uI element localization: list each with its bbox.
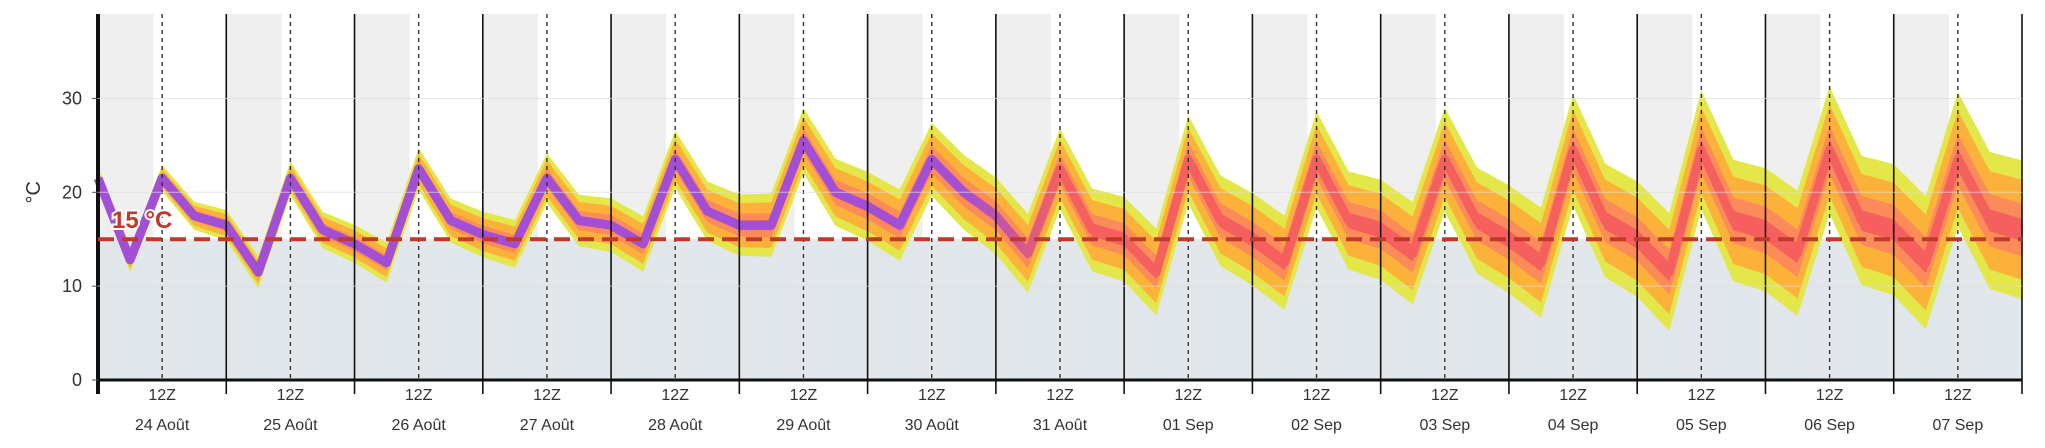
x-date-label: 01 Sep [1163,417,1214,434]
x-date-label: 26 Août [392,417,447,434]
x-hour-label: 12Z [1688,387,1716,404]
x-date-label: 28 Août [648,417,703,434]
x-hour-label: 12Z [1944,387,1972,404]
y-axis-label: °C [23,181,45,203]
x-date-label: 05 Sep [1676,417,1727,434]
x-axis: 12Z 24 Août 12Z 25 Août 12Z 26 Août 12Z 27 Août… [135,387,1983,434]
x-hour-label: 12Z [1303,387,1331,404]
y-axis: °C 0 10 20 30 [23,88,98,390]
x-hour-label: 12Z [148,387,176,404]
x-date-label: 03 Sep [1419,417,1470,434]
x-date-label: 25 Août [263,417,318,434]
threshold-layer: 15 °C [98,205,2022,242]
x-date-label: 27 Août [520,417,575,434]
y-tick-label: 10 [62,276,82,296]
y-tick-label: 30 [62,88,82,108]
x-hour-label: 12Z [790,387,818,404]
x-hour-label: 12Z [1816,387,1844,404]
x-hour-label: 12Z [1174,387,1202,404]
x-hour-label: 12Z [533,387,561,404]
x-hour-label: 12Z [1046,387,1074,404]
y-tick-label: 20 [62,182,82,202]
x-hour-label: 12Z [405,387,433,404]
day-grid [96,14,2023,394]
x-hour-label: 12Z [918,387,946,404]
x-date-label: 30 Août [905,417,960,434]
x-hour-label: 12Z [1559,387,1587,404]
threshold-label: 15 °C [112,207,172,234]
x-date-label: 07 Sep [1933,417,1984,434]
x-hour-label: 12Z [1431,387,1459,404]
x-date-label: 24 Août [135,417,190,434]
x-date-label: 06 Sep [1804,417,1855,434]
x-date-label: 31 Août [1033,417,1088,434]
x-date-label: 29 Août [776,417,831,434]
x-hour-label: 12Z [277,387,305,404]
x-date-label: 04 Sep [1548,417,1599,434]
y-tick-label: 0 [72,370,82,390]
x-date-label: 02 Sep [1291,417,1342,434]
x-hour-label: 12Z [661,387,689,404]
